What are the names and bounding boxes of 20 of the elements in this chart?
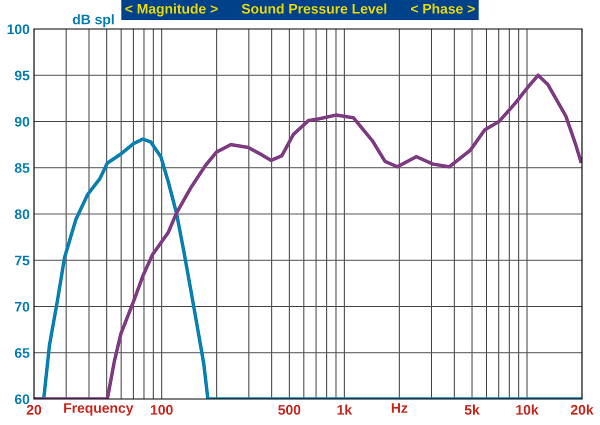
y-tick-label: 75 [14, 256, 30, 266]
chart-title: < Magnitude > Sound Pressure Level < Phase > [125, 3, 475, 17]
text: Hz [392, 403, 408, 413]
y-tick-label: 60 [14, 394, 30, 404]
x-tick-label: 5k [464, 404, 480, 415]
y-tick-label: 65 [14, 348, 30, 358]
y-tick-label: 70 [14, 302, 30, 312]
x-tick-label: 20k [570, 404, 594, 415]
y-tick-label: 85 [14, 163, 30, 173]
y-tick-label: 90 [14, 116, 30, 127]
x-axis-title: Frequency [64, 403, 134, 416]
y-tick-label: 80 [14, 209, 30, 220]
x-tick-label: 1k [337, 404, 352, 415]
x-tick-label: 20 [26, 404, 42, 415]
x-tick-label: 100 [150, 404, 173, 415]
y-axis-title: dB spl [72, 14, 114, 28]
y-tick-label: 95 [14, 70, 30, 80]
x-tick-label: 500 [278, 404, 300, 415]
y-tick-label: 100 [8, 24, 30, 34]
x-tick-label: 10k [516, 404, 539, 415]
